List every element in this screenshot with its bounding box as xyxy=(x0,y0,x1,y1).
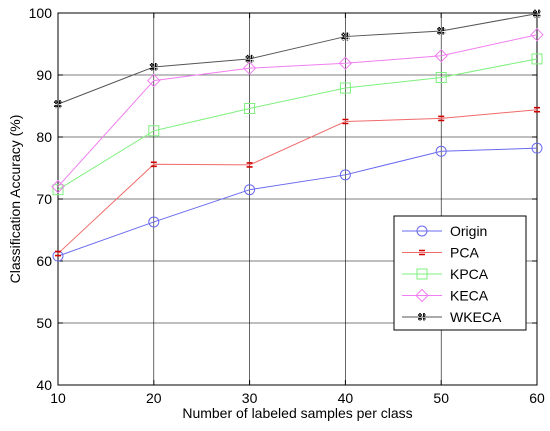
data-point xyxy=(150,161,157,168)
y-tick-label: 70 xyxy=(36,191,52,207)
data-point xyxy=(245,54,254,63)
x-tick-label: 50 xyxy=(433,390,449,406)
data-point xyxy=(437,26,446,35)
data-point xyxy=(534,106,540,113)
legend-box xyxy=(393,215,527,331)
data-point xyxy=(55,250,61,257)
data-point xyxy=(418,313,426,321)
data-point xyxy=(419,249,425,256)
data-point xyxy=(438,115,445,122)
x-tick-label: 60 xyxy=(529,390,545,406)
data-point xyxy=(339,82,351,94)
series-line-wkeca xyxy=(57,13,538,105)
data-point xyxy=(149,62,158,71)
data-point xyxy=(530,27,544,42)
data-point xyxy=(338,56,353,70)
data-point xyxy=(339,169,351,181)
y-tick-label: 80 xyxy=(36,129,52,145)
data-point xyxy=(52,184,64,196)
data-point xyxy=(531,53,543,65)
y-tick-label: 60 xyxy=(36,253,52,269)
legend-label-kpca: KPCA xyxy=(450,266,489,282)
data-point xyxy=(147,73,161,88)
y-tick-label: 40 xyxy=(36,377,52,393)
x-axis-label: Number of labeled samples per class xyxy=(182,405,412,421)
data-point xyxy=(435,71,447,83)
series-line-keca xyxy=(57,34,538,187)
data-point xyxy=(416,268,428,280)
axis-ticks: 10 20 30 40 50 60 40 50 60 70 80 90 100 xyxy=(29,5,545,406)
data-point xyxy=(148,125,160,137)
data-point xyxy=(148,216,160,228)
series-pca xyxy=(55,106,540,257)
x-tick-label: 30 xyxy=(242,390,258,406)
grid-lines xyxy=(57,12,538,386)
data-point xyxy=(434,49,448,63)
x-tick-label: 20 xyxy=(146,390,162,406)
series-layer xyxy=(51,9,544,262)
series-line-pca xyxy=(57,109,538,254)
series-line-kpca xyxy=(57,58,538,191)
data-point xyxy=(51,179,65,194)
data-point xyxy=(246,162,253,168)
y-axis-label: Classification Accuracy (%) xyxy=(7,115,23,284)
legend-label-pca: PCA xyxy=(450,245,479,261)
y-tick-label: 50 xyxy=(36,315,52,331)
data-point xyxy=(435,145,447,157)
legend: Origin PCA KPCA KECA WKECA xyxy=(393,215,527,331)
y-tick-label: 90 xyxy=(36,67,52,83)
legend-label-origin: Origin xyxy=(450,223,487,239)
legend-label-wkeca: WKECA xyxy=(450,309,502,325)
legend-label-keca: KECA xyxy=(450,288,489,304)
data-point xyxy=(242,61,257,75)
series-origin xyxy=(52,142,543,262)
y-tick-label: 100 xyxy=(29,5,53,21)
data-point xyxy=(416,225,428,237)
x-tick-label: 10 xyxy=(50,390,66,406)
data-point xyxy=(533,9,541,18)
data-point xyxy=(342,118,349,125)
series-wkeca xyxy=(54,9,541,109)
series-keca xyxy=(51,27,544,194)
series-line-origin xyxy=(57,147,538,257)
data-point xyxy=(341,32,350,41)
data-point xyxy=(415,288,429,303)
data-point xyxy=(244,184,256,196)
x-tick-label: 40 xyxy=(338,390,354,406)
data-point xyxy=(54,100,62,109)
series-kpca xyxy=(52,53,543,196)
data-point xyxy=(531,142,543,154)
data-point xyxy=(244,102,256,114)
